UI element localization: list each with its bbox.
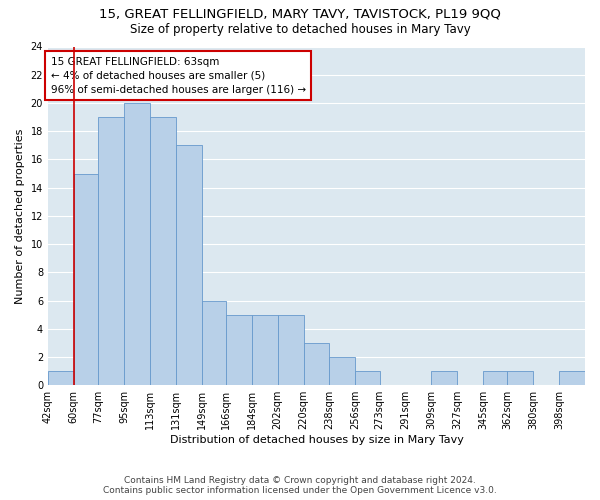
- Bar: [559, 371, 585, 385]
- Bar: [278, 314, 304, 385]
- Bar: [304, 343, 329, 385]
- Bar: [48, 371, 74, 385]
- Bar: [176, 146, 202, 385]
- X-axis label: Distribution of detached houses by size in Mary Tavy: Distribution of detached houses by size …: [170, 435, 463, 445]
- Text: 15 GREAT FELLINGFIELD: 63sqm
← 4% of detached houses are smaller (5)
96% of semi: 15 GREAT FELLINGFIELD: 63sqm ← 4% of det…: [50, 56, 306, 94]
- Bar: [98, 117, 124, 385]
- Bar: [355, 371, 380, 385]
- Bar: [74, 174, 98, 385]
- Y-axis label: Number of detached properties: Number of detached properties: [15, 128, 25, 304]
- Text: Size of property relative to detached houses in Mary Tavy: Size of property relative to detached ho…: [130, 22, 470, 36]
- Bar: [150, 117, 176, 385]
- Bar: [508, 371, 533, 385]
- Bar: [226, 314, 252, 385]
- Bar: [124, 103, 150, 385]
- Bar: [431, 371, 457, 385]
- Bar: [202, 300, 226, 385]
- Bar: [252, 314, 278, 385]
- Text: 15, GREAT FELLINGFIELD, MARY TAVY, TAVISTOCK, PL19 9QQ: 15, GREAT FELLINGFIELD, MARY TAVY, TAVIS…: [99, 8, 501, 20]
- Bar: [329, 357, 355, 385]
- Text: Contains HM Land Registry data © Crown copyright and database right 2024.
Contai: Contains HM Land Registry data © Crown c…: [103, 476, 497, 495]
- Bar: [483, 371, 508, 385]
